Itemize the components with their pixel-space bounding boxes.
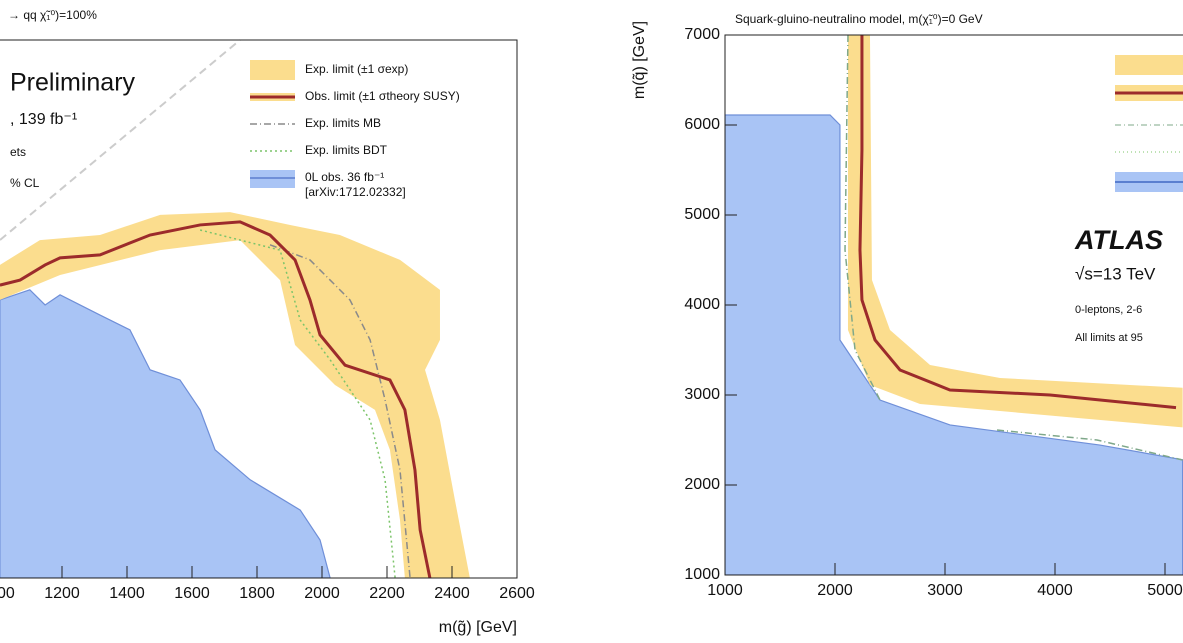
legend-label: Exp. limits MB — [305, 116, 381, 130]
x-tick-label: 1400 — [109, 585, 145, 602]
line — [844, 35, 1183, 461]
axes: → qq χ̃₁⁰)=100% Squark-gluino-neutralino… — [0, 8, 1183, 636]
right-legend — [1115, 55, 1183, 192]
forbidden-line — [0, 39, 241, 241]
y-tick-label: 6000 — [684, 116, 720, 133]
y-tick-label: 4000 — [684, 296, 720, 313]
annotation: , 139 fb⁻¹ — [10, 111, 77, 128]
right-plot — [725, 35, 1183, 575]
x-tick-label: 2000 — [817, 582, 853, 599]
x-tick-label: 2400 — [434, 585, 470, 602]
annotation: All limits at 95 — [1075, 332, 1143, 344]
y-tick-label: 7000 — [684, 26, 720, 43]
y-tick-label: 2000 — [684, 476, 720, 493]
annotation: √s=13 TeV — [1075, 264, 1156, 283]
line — [0, 220, 432, 578]
region — [0, 289, 331, 578]
x-tick-label: 2600 — [499, 585, 535, 602]
region — [725, 114, 1183, 575]
annotation: ATLAS — [1074, 225, 1163, 255]
x-axis-label: m(g̃) [GeV] — [439, 619, 517, 636]
legend-label: Obs. limit (±1 σtheory SUSY) — [305, 89, 460, 103]
band — [847, 35, 1183, 428]
legend-label: 0L obs. 36 fb⁻¹ — [305, 170, 384, 184]
y-tick-label: 3000 — [684, 386, 720, 403]
annotation: Preliminary — [10, 69, 136, 97]
x-tick-label: 1800 — [239, 585, 275, 602]
y-axis-label: m(q̃) [GeV] — [631, 21, 648, 99]
x-tick-label: 5000 — [1147, 582, 1183, 599]
legend-swatch — [250, 60, 295, 80]
x-tick-label: 2000 — [304, 585, 340, 602]
legend-label: Exp. limits BDT — [305, 143, 388, 157]
x-tick-label: 2200 — [369, 585, 405, 602]
y-tick-label: 1000 — [684, 566, 720, 583]
x-tick-label: 4000 — [1037, 582, 1073, 599]
annotation: % CL — [10, 176, 40, 190]
legend-label: Exp. limit (±1 σexp) — [305, 62, 408, 76]
line — [269, 244, 411, 578]
y-tick-label: 5000 — [684, 206, 720, 223]
x-tick-label: 1200 — [44, 585, 80, 602]
left-plot — [0, 212, 470, 578]
annotation: 0-leptons, 2-6 — [1075, 304, 1142, 316]
x-tick-label: 1600 — [174, 585, 210, 602]
x-tick-label: 1000 — [707, 582, 743, 599]
x-tick-label: 3000 — [927, 582, 963, 599]
right-title: Squark-gluino-neutralino model, m(χ̃₁⁰)=… — [735, 12, 983, 26]
legend-swatch — [1115, 55, 1183, 75]
line — [858, 35, 1177, 410]
legend-label: [arXiv:1712.02332] — [305, 185, 406, 199]
x-tick-label: 1000 — [0, 585, 15, 602]
annotation: ets — [10, 145, 26, 159]
left-title: → qq χ̃₁⁰)=100% — [8, 8, 97, 22]
